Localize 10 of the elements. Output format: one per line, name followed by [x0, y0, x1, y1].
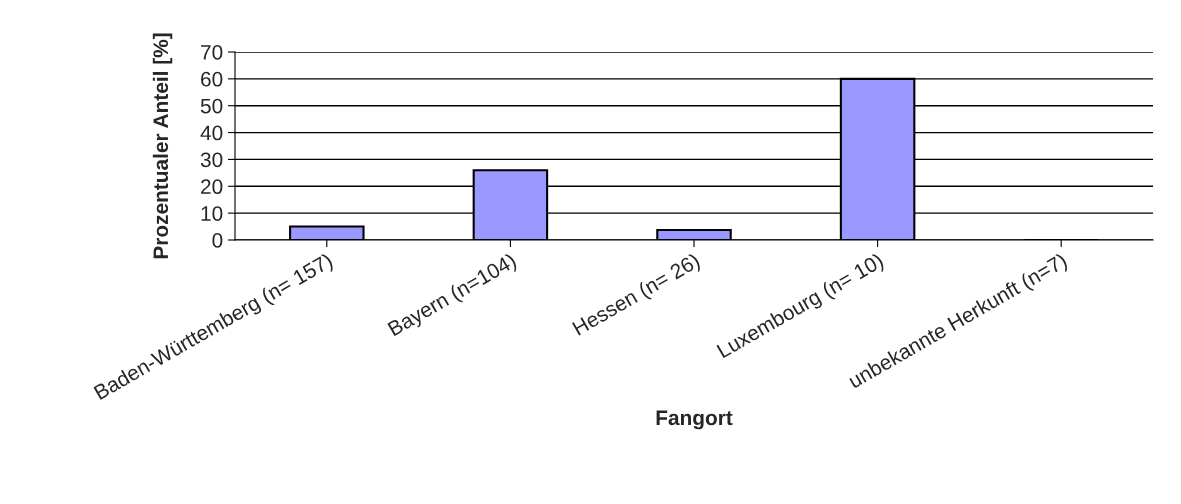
- y-tick-label: 60: [201, 71, 223, 87]
- x-axis-title: Fangort: [656, 410, 733, 430]
- y-axis-title: Prozentualer Anteil [%]: [152, 33, 173, 259]
- y-tick-label: 50: [200, 98, 223, 114]
- y-tick-label: 40: [200, 125, 223, 141]
- y-tick-label: 20: [201, 179, 223, 195]
- y-tick-label: 70: [201, 45, 223, 60]
- y-tick-label: 10: [201, 206, 223, 221]
- y-tick-label: 0: [212, 233, 223, 248]
- y-tick-label: 30: [200, 152, 223, 168]
